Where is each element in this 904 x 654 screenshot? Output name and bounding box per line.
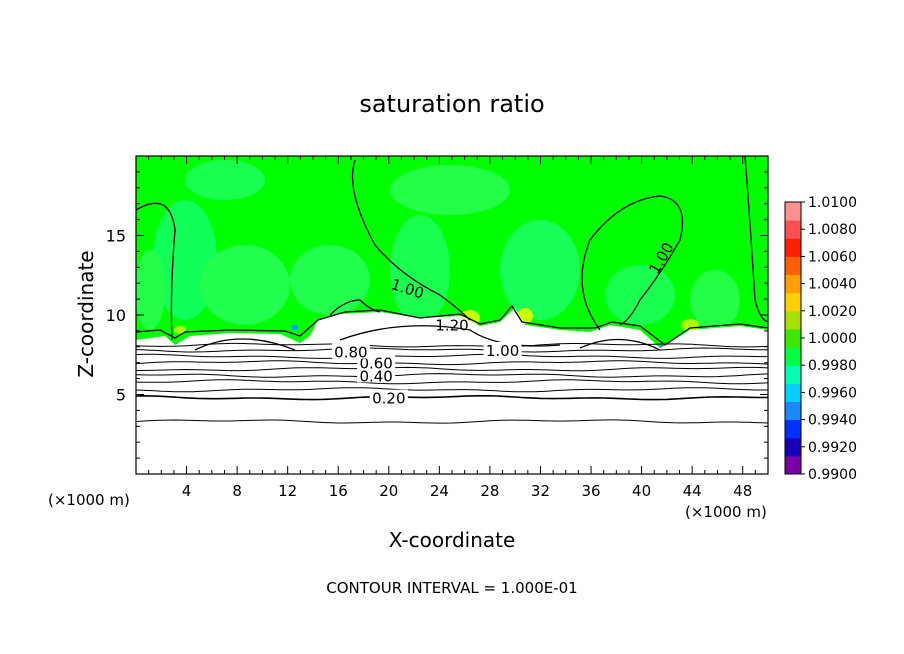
colorbar-swatch xyxy=(785,365,801,384)
colorbar-swatch xyxy=(785,220,801,239)
colorbar: 1.0100 1.0080 1.0060 1.0040 1.0020 1.0000 0.99… xyxy=(784,195,857,483)
colorbar-swatch xyxy=(785,401,801,421)
contour-label-bg xyxy=(483,341,522,357)
x-tick-label: 8 xyxy=(232,482,242,500)
colorbar-label: 1.0000 xyxy=(808,331,857,347)
x-axis: 4 8 12 16 20 24 28 32 36 40 44 48 xyxy=(148,156,756,500)
cloud-contours xyxy=(136,156,768,351)
x-tick-label: 28 xyxy=(480,482,499,500)
cloud-cell-contour xyxy=(579,338,661,351)
contour-line xyxy=(136,373,768,378)
colorbar-label: 1.0080 xyxy=(808,222,857,238)
isoline-right xyxy=(581,195,684,331)
x-axis-label: X-coordinate xyxy=(389,528,516,552)
contour-line xyxy=(136,394,768,401)
x-unit-left: (×1000 m) xyxy=(48,491,130,509)
colorbar-label: 0.9940 xyxy=(808,413,857,429)
isoline-center-lobe xyxy=(329,299,381,316)
y-tick-label: 10 xyxy=(106,306,126,325)
colorbar-swatch xyxy=(785,419,801,439)
contour-line xyxy=(136,387,768,393)
isoline-center xyxy=(351,159,471,321)
contour-line xyxy=(136,353,768,359)
y-tick-label: 15 xyxy=(106,227,126,246)
colorbar-label: 1.0100 xyxy=(808,195,857,211)
contour-label-bg xyxy=(357,367,396,383)
contour-line xyxy=(136,379,768,385)
y-axis: 5 10 15 xyxy=(106,171,768,459)
contour-label-bg xyxy=(331,343,370,359)
contour-label: 1.00 xyxy=(486,342,519,360)
x-tick-label: 4 xyxy=(182,482,192,500)
colorbar-swatch xyxy=(785,383,801,402)
x-tick-label: 12 xyxy=(278,482,297,500)
cloud-edge-contour xyxy=(136,304,768,346)
x-tick-label: 32 xyxy=(531,482,550,500)
contour-label: 0.20 xyxy=(372,390,405,408)
contour-line xyxy=(136,360,768,366)
isoline-left xyxy=(136,202,176,341)
x-unit-right: (×1000 m) xyxy=(685,503,767,521)
isoline-far-right xyxy=(744,156,768,323)
colorbar-label: 0.9920 xyxy=(808,440,857,456)
x-tick-label: 44 xyxy=(683,482,702,500)
colorbar-swatch xyxy=(785,437,801,457)
colorbar-swatch xyxy=(785,256,801,276)
x-tick-label: 40 xyxy=(632,482,651,500)
contour-label: 0.40 xyxy=(359,367,392,385)
colorbar-swatch xyxy=(785,328,801,348)
y-tick-label: 5 xyxy=(116,386,126,405)
colorbar-label: 0.9980 xyxy=(808,358,857,374)
colorbar-label: 1.0040 xyxy=(808,277,857,293)
cloud-cell-contour xyxy=(339,325,561,347)
contour-line xyxy=(136,419,768,424)
horizontal-contours xyxy=(136,342,768,424)
colorbar-label: 0.9960 xyxy=(808,385,857,401)
colorbar-label: 1.0060 xyxy=(808,249,857,265)
contour-label: 0.80 xyxy=(334,344,367,362)
colorbar-swatch xyxy=(785,347,801,366)
contour-line xyxy=(136,347,768,353)
colorbar-swatch xyxy=(785,274,801,294)
x-tick-label: 20 xyxy=(379,482,398,500)
contour-label: 0.60 xyxy=(359,355,392,373)
contour-line xyxy=(136,366,768,372)
colorbar-swatch xyxy=(785,202,801,221)
chart-title: saturation ratio xyxy=(359,90,544,118)
x-tick-label: 48 xyxy=(733,482,752,500)
plot-area xyxy=(136,156,768,474)
colorbar-swatch xyxy=(785,292,801,312)
contour-interval-footer: CONTOUR INTERVAL = 1.000E-01 xyxy=(326,579,577,597)
field-patches xyxy=(136,160,740,330)
x-tick-label: 16 xyxy=(329,482,348,500)
colorbar-swatch xyxy=(785,455,801,475)
cloud-cell-contour xyxy=(194,338,296,351)
colorbar-label: 0.9900 xyxy=(808,467,857,483)
x-tick-label: 36 xyxy=(581,482,600,500)
colorbar-label: 1.0020 xyxy=(808,304,857,320)
y-axis-label: Z-coordinate xyxy=(74,250,98,377)
colorbar-swatch xyxy=(785,310,801,330)
x-tick-label: 24 xyxy=(430,482,449,500)
colorbar-swatch xyxy=(785,238,801,257)
contour-label-bg xyxy=(369,389,408,405)
contour-label: 1.20 xyxy=(435,317,468,335)
